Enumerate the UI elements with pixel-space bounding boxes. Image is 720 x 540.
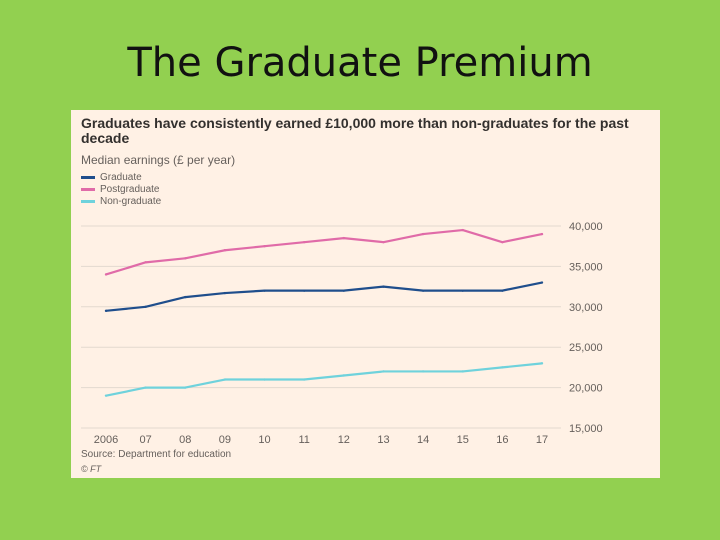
series-line-graduate	[105, 281, 543, 312]
data-point-non-graduate	[421, 370, 425, 373]
data-point-graduate	[501, 289, 504, 292]
data-point-graduate	[421, 289, 425, 292]
data-point-postgraduate	[223, 249, 227, 252]
legend-label-graduate: Graduate	[100, 171, 142, 183]
data-point-postgraduate	[461, 228, 464, 232]
data-point-postgraduate	[302, 240, 306, 244]
y-tick-label: 20,000	[569, 383, 603, 395]
data-point-non-graduate	[302, 378, 306, 381]
data-point-graduate	[342, 289, 346, 292]
line-chart: 40,000 35,000 30,000 25,000 20,000 15,000 2006…	[81, 221, 603, 446]
x-tick-label: 11	[298, 434, 309, 446]
data-point-non-graduate	[540, 362, 544, 365]
x-tick-label: 07	[140, 434, 152, 446]
y-tick-label: 40,000	[569, 221, 603, 233]
legend-item-non-graduate: Non-graduate	[81, 195, 161, 207]
x-tick-label: 13	[377, 434, 389, 446]
chart-card: Graduates have consistently earned £10,0…	[71, 110, 660, 478]
y-tick-label: 25,000	[569, 342, 603, 354]
data-point-non-graduate	[342, 374, 346, 377]
y-tick-label: 35,000	[569, 261, 603, 273]
x-tick-label: 16	[496, 434, 508, 446]
y-tick-label: 15,000	[569, 423, 603, 435]
legend-swatch-postgraduate	[81, 187, 95, 191]
x-tick-label: 10	[258, 434, 270, 446]
x-tick-label: 14	[417, 434, 429, 446]
series-line-non-graduate	[105, 362, 543, 397]
data-point-graduate	[104, 309, 108, 313]
data-point-postgraduate	[184, 257, 187, 260]
data-point-non-graduate	[461, 370, 464, 373]
data-point-postgraduate	[540, 232, 544, 236]
x-tick-label: 15	[457, 434, 469, 446]
copyright-note: © FT	[81, 464, 102, 474]
x-tick-label: 2006	[94, 434, 118, 446]
data-point-graduate	[461, 289, 464, 292]
data-point-graduate	[223, 291, 227, 295]
data-point-graduate	[263, 289, 266, 292]
data-point-non-graduate	[263, 378, 266, 381]
data-point-postgraduate	[342, 236, 346, 240]
legend: Graduate Postgraduate Non-graduate	[81, 171, 161, 207]
legend-label-postgraduate: Postgraduate	[100, 183, 160, 195]
data-point-non-graduate	[382, 370, 385, 373]
data-point-non-graduate	[144, 386, 147, 389]
data-point-postgraduate	[144, 261, 147, 264]
series-line-postgraduate	[105, 228, 543, 276]
data-point-graduate	[382, 285, 385, 288]
data-point-postgraduate	[501, 240, 504, 244]
x-tick-label: 08	[179, 434, 191, 446]
data-point-postgraduate	[263, 245, 266, 248]
legend-label-non-graduate: Non-graduate	[100, 195, 162, 207]
data-point-graduate	[540, 281, 544, 284]
data-point-postgraduate	[382, 240, 385, 244]
x-tick-label: 09	[219, 434, 231, 446]
legend-swatch-non-graduate	[81, 199, 95, 203]
data-point-non-graduate	[223, 378, 227, 381]
data-point-postgraduate	[104, 273, 108, 276]
chart-title: Graduates have consistently earned £10,0…	[81, 115, 629, 146]
data-point-postgraduate	[421, 232, 425, 236]
data-point-graduate	[184, 295, 187, 299]
y-tick-label: 30,000	[569, 302, 603, 314]
slide-title: The Graduate Premium	[127, 40, 593, 86]
data-point-graduate	[144, 305, 147, 308]
source-note: Source: Department for education	[81, 449, 232, 460]
x-tick-label: 12	[338, 434, 350, 446]
x-tick-label: 17	[536, 434, 548, 446]
data-point-non-graduate	[184, 386, 187, 389]
data-point-graduate	[302, 289, 306, 292]
legend-swatch-graduate	[81, 175, 95, 179]
data-point-non-graduate	[104, 394, 108, 397]
legend-item-postgraduate: Postgraduate	[81, 183, 161, 195]
chart-subtitle: Median earnings (£ per year)	[81, 153, 236, 167]
legend-item-graduate: Graduate	[81, 171, 161, 183]
data-point-non-graduate	[501, 366, 504, 369]
